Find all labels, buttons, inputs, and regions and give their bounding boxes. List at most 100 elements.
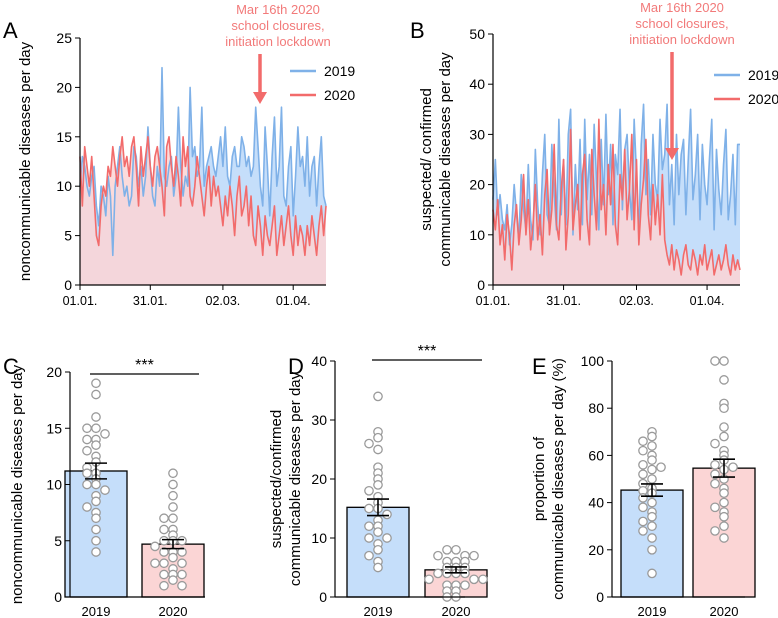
x-tick-label: 01.04. xyxy=(276,294,311,308)
data-point xyxy=(373,562,383,573)
y-tick-label: 5 xyxy=(54,533,62,549)
data-point xyxy=(433,568,443,579)
x-tick-label: 31.01. xyxy=(133,294,168,308)
y-tick-label: 100 xyxy=(581,353,605,369)
panel-B: B 0 10 20 30 40 50 01.01. 31.01. 02.03. 01.04. susp… xyxy=(410,0,778,308)
data-point xyxy=(638,516,648,527)
data-point xyxy=(159,580,169,591)
annotation-line: initiation lockdown xyxy=(225,34,331,49)
data-point xyxy=(168,552,178,563)
data-point xyxy=(710,438,720,449)
data-point xyxy=(719,533,729,543)
data-point xyxy=(168,468,178,479)
y-axis-label-line: suspected/confirmed xyxy=(268,410,285,548)
data-point xyxy=(710,459,720,470)
lockdown-arrow-head xyxy=(665,148,679,160)
data-point xyxy=(469,550,479,561)
data-point xyxy=(710,502,720,513)
x-tick-label: 2019 xyxy=(364,604,393,618)
legend-label-2019: 2019 xyxy=(324,63,355,79)
y-axis-label-line: proportion of xyxy=(531,436,548,521)
data-point xyxy=(91,378,101,389)
data-point xyxy=(719,375,729,385)
data-point xyxy=(433,550,443,561)
data-point xyxy=(91,535,101,546)
data-point xyxy=(638,502,648,513)
data-point xyxy=(91,423,101,434)
data-point xyxy=(373,391,383,402)
x-tick-label: 01.01. xyxy=(63,294,98,308)
line-2020 xyxy=(492,118,741,276)
data-point xyxy=(656,462,666,473)
data-point xyxy=(364,550,374,561)
data-point xyxy=(168,479,178,490)
data-point xyxy=(710,526,720,536)
y-tick-label: 40 xyxy=(469,76,485,92)
y-tick-label: 20 xyxy=(46,364,62,380)
x-tick-label: 2020 xyxy=(159,604,188,618)
panel-label: B xyxy=(410,18,425,43)
y-tick-label: 20 xyxy=(469,177,485,193)
data-point xyxy=(364,438,374,449)
annotation-line: school closures, xyxy=(635,16,728,31)
y-axis-label: noncommunicable diseases per day xyxy=(9,364,26,604)
data-point xyxy=(177,535,187,546)
y-tick-label: 20 xyxy=(56,79,72,95)
panel-C: C 0 5 10 15 20 2019 2020 noncommunicable disease… xyxy=(3,354,205,618)
data-point xyxy=(647,544,657,555)
x-tick-label: 2019 xyxy=(638,604,667,618)
y-tick-label: 10 xyxy=(46,477,62,493)
legend-label-2020: 2020 xyxy=(748,91,778,107)
data-point xyxy=(82,423,92,434)
lockdown-annotation: Mar 16th 2020 school closures, initiation … xyxy=(629,0,735,47)
data-point xyxy=(638,526,648,536)
y-tick-label: 10 xyxy=(311,530,327,546)
data-point xyxy=(719,403,729,414)
area-2020 xyxy=(493,119,740,285)
data-point xyxy=(647,474,657,484)
data-point xyxy=(647,441,657,451)
panel-label: D xyxy=(288,354,304,379)
data-point xyxy=(100,485,110,495)
data-point xyxy=(100,429,110,439)
x-tick-label: 01.01. xyxy=(476,294,511,308)
annotation-line: Mar 16th 2020 xyxy=(640,0,724,15)
data-point xyxy=(719,511,729,522)
x-tick-label: 31.01. xyxy=(546,294,581,308)
data-point xyxy=(647,533,657,543)
x-tick-label: 2020 xyxy=(710,604,739,618)
y-tick-label: 30 xyxy=(311,412,327,428)
y-axis-label-line: communicable diseases per day (%) xyxy=(550,358,567,600)
data-point xyxy=(719,422,729,432)
data-point xyxy=(373,544,383,555)
data-point xyxy=(647,464,657,475)
data-point xyxy=(91,524,101,535)
data-point xyxy=(177,569,187,580)
data-point xyxy=(638,493,648,503)
x-tick-label: 01.04. xyxy=(690,294,725,308)
data-point xyxy=(82,468,92,479)
y-axis-label-line: communicable diseases per day xyxy=(287,371,304,586)
y-tick-label: 25 xyxy=(56,30,72,46)
data-point xyxy=(159,524,169,535)
data-point xyxy=(710,478,720,489)
data-point xyxy=(638,459,648,470)
panel-label: C xyxy=(3,354,19,379)
data-point xyxy=(442,544,452,555)
x-tick-label: 02.03. xyxy=(206,294,241,308)
data-point xyxy=(728,462,738,473)
data-point xyxy=(91,547,101,557)
y-tick-label: 40 xyxy=(311,353,327,369)
data-point xyxy=(159,558,169,569)
y-axis-label: suspected/confirmed communicable diseases… xyxy=(268,371,304,586)
y-tick-label: 0 xyxy=(477,277,485,293)
x-tick-label: 2020 xyxy=(442,604,471,618)
panel-E: E 0 20 40 60 80 100 2019 2020 proportion of commun… xyxy=(531,353,756,618)
panel-A: A 0 5 10 15 20 25 01.01. 31.01. 02.03. 01.04. nonco… xyxy=(3,2,355,308)
y-tick-label: 30 xyxy=(469,126,485,142)
y-tick-label: 20 xyxy=(311,471,327,487)
data-point xyxy=(82,445,92,456)
data-point xyxy=(177,580,187,591)
data-point xyxy=(647,455,657,465)
data-point xyxy=(719,356,729,366)
